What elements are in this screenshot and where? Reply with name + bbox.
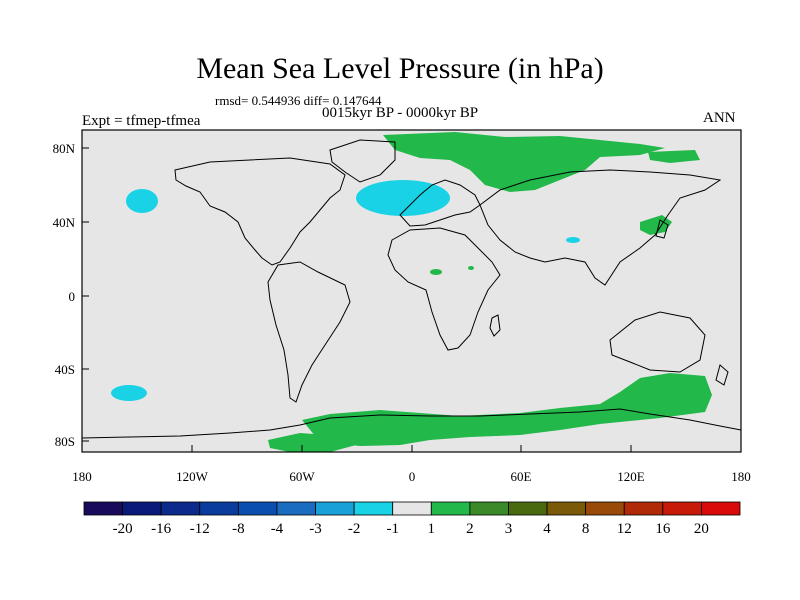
colorbar-swatch [353, 501, 394, 516]
lat-tick-labels: 80N 40N 0 40S 80S [53, 141, 76, 449]
lon-label: 60W [289, 469, 315, 484]
colorbar-label: 16 [655, 521, 671, 537]
colorbar-swatch [237, 501, 278, 516]
colorbar-swatch [662, 501, 702, 516]
lon-label: 180 [731, 469, 751, 484]
colorbar-labels: -20 -16 -12 -8 -4 -3 -2 -1 1 2 3 4 8 12 16 20 [113, 521, 709, 537]
colorbar-swatch [160, 501, 201, 516]
period-label: 0015kyr BP - 0000kyr BP [322, 105, 479, 121]
colorbar [83, 501, 741, 516]
stats-line: rmsd= 0.544936 diff= 0.147644 [215, 93, 382, 108]
lat-label: 0 [69, 289, 76, 304]
lat-label: 40S [55, 362, 75, 377]
colorbar-swatch [701, 501, 741, 516]
coastlines [81, 139, 742, 439]
colorbar-swatch [430, 501, 471, 516]
lat-label: 80S [55, 434, 75, 449]
colorbar-label: -20 [113, 521, 133, 537]
colorbar-swatch [199, 501, 239, 516]
lon-label: 60E [511, 469, 532, 484]
colorbar-label: 4 [543, 521, 551, 537]
colorbar-label: -16 [151, 521, 171, 537]
experiment-label: Expt = tfmep-tfmea [82, 113, 201, 129]
colorbar-label: -8 [232, 521, 245, 537]
colorbar-swatch [276, 501, 316, 516]
colorbar-swatch [83, 501, 123, 516]
coast-madagascar [489, 314, 501, 337]
map-title: Mean Sea Level Pressure (in hPa) [196, 52, 604, 85]
colorbar-label: -2 [348, 521, 361, 537]
lon-label: 120W [176, 469, 209, 484]
colorbar-label: 12 [617, 521, 632, 537]
coast-europe [399, 179, 481, 227]
colorbar-swatch [585, 501, 625, 516]
positive-anomaly-patches [268, 132, 712, 452]
lat-label: 80N [53, 141, 76, 156]
colorbar-label: 8 [582, 521, 590, 537]
lat-label: 40N [53, 215, 76, 230]
colorbar-label: 1 [428, 521, 436, 537]
colorbar-label: 3 [505, 521, 513, 537]
colorbar-label: 2 [466, 521, 474, 537]
lon-label: 120E [617, 469, 645, 484]
season-label: ANN [703, 110, 736, 126]
lon-label: 0 [409, 469, 416, 484]
coast-australia [609, 311, 706, 373]
coast-antarctica [81, 408, 742, 439]
colorbar-swatch [392, 501, 432, 516]
coast-africa [387, 227, 501, 351]
lon-label: 180 [72, 469, 92, 484]
coast-asia [479, 169, 722, 286]
coast-japan [655, 219, 669, 239]
coast-new-zealand [715, 364, 729, 386]
colorbar-swatch [315, 501, 355, 516]
colorbar-swatch [623, 501, 664, 516]
colorbar-label: -12 [190, 521, 210, 537]
coast-south-america [267, 261, 351, 403]
colorbar-label: -1 [386, 521, 399, 537]
lon-tick-labels: 180 120W 60W 0 60E 120E 180 [72, 469, 751, 484]
colorbar-label: 20 [694, 521, 709, 537]
colorbar-swatch [508, 501, 548, 516]
colorbar-label: -4 [271, 521, 284, 537]
colorbar-swatch [469, 501, 509, 516]
colorbar-swatch [122, 501, 162, 516]
colorbar-label: -3 [309, 521, 322, 537]
negative-anomaly-patches [111, 180, 580, 401]
axis-ticks [81, 147, 742, 452]
coast-north-america [174, 157, 346, 266]
coast-greenland [329, 139, 396, 183]
colorbar-swatch [546, 501, 587, 516]
